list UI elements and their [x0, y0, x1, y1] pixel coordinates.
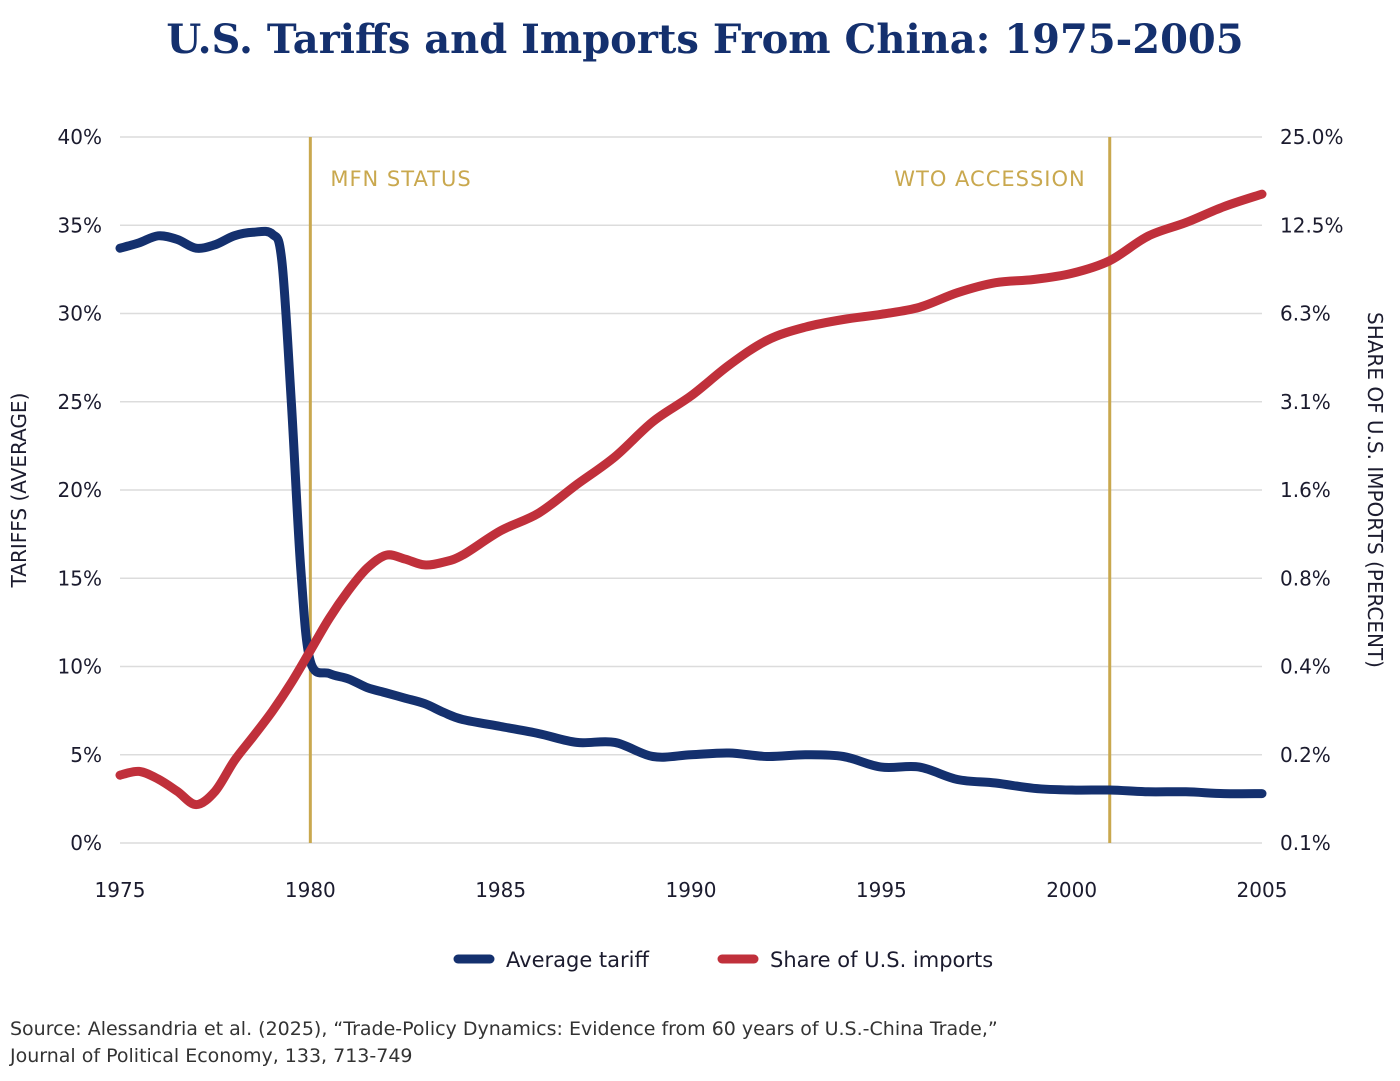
gridlines [120, 136, 1262, 844]
x-tick-label: 1990 [666, 878, 717, 902]
chart-canvas: U.S. Tariffs and Imports From China: 197… [7, 16, 1387, 972]
right-tick-label: 0.1% [1280, 831, 1331, 855]
right-tick-label: 25.0% [1280, 125, 1344, 149]
legend-label-average-tariff: Average tariff [506, 948, 649, 972]
source-note: Source: Alessandria et al. (2025), “Trad… [10, 1016, 1390, 1070]
annotations: MFN STATUS WTO ACCESSION [308, 137, 1112, 843]
right-tick-label: 3.1% [1280, 390, 1331, 414]
right-tick-label: 0.4% [1280, 655, 1331, 679]
series-line-share-imports [115, 189, 1267, 810]
left-axis-label: TARIFFS (AVERAGE) [7, 393, 31, 589]
series-line-average-tariff [115, 226, 1267, 799]
x-tick-label: 1975 [95, 878, 146, 902]
x-axis-ticks: 1975 1980 1985 1990 1995 2000 2005 [95, 878, 1288, 902]
left-tick-label: 20% [58, 478, 102, 502]
source-line-2: Journal of Political Economy, 133, 713-7… [10, 1045, 413, 1067]
right-tick-label: 0.8% [1280, 566, 1331, 590]
left-tick-label: 0% [70, 831, 102, 855]
legend: Average tariff Share of U.S. imports [453, 948, 993, 972]
left-tick-label: 10% [58, 655, 102, 679]
annotation-label: MFN STATUS [330, 167, 471, 191]
chart-title: U.S. Tariffs and Imports From China: 197… [166, 16, 1243, 63]
left-tick-label: 35% [58, 213, 102, 237]
x-tick-label: 1980 [285, 878, 336, 902]
left-tick-label: 5% [70, 743, 102, 767]
right-tick-label: 12.5% [1280, 213, 1344, 237]
left-tick-label: 15% [58, 566, 102, 590]
right-axis-ticks: 0.1% 0.2% 0.4% 0.8% 1.6% 3.1% 6.3% 12.5% 25.0% [1280, 125, 1344, 855]
left-tick-label: 30% [58, 302, 102, 326]
right-tick-label: 0.2% [1280, 743, 1331, 767]
left-axis-ticks: 0% 5% 10% 15% 20% 25% 30% 35% 40% [58, 125, 102, 855]
x-tick-label: 1985 [475, 878, 526, 902]
right-tick-label: 6.3% [1280, 302, 1331, 326]
x-tick-label: 1995 [856, 878, 907, 902]
left-tick-label: 40% [58, 125, 102, 149]
left-tick-label: 25% [58, 390, 102, 414]
right-axis-label: SHARE OF U.S. IMPORTS (PERCENT) [1363, 312, 1387, 668]
legend-label-share-imports: Share of U.S. imports [770, 948, 993, 972]
right-tick-label: 1.6% [1280, 478, 1331, 502]
x-tick-label: 2000 [1046, 878, 1097, 902]
x-tick-label: 2005 [1237, 878, 1288, 902]
series-lines [115, 189, 1267, 810]
annotation-label: WTO ACCESSION [894, 167, 1085, 191]
source-line-1: Source: Alessandria et al. (2025), “Trad… [10, 1018, 998, 1040]
